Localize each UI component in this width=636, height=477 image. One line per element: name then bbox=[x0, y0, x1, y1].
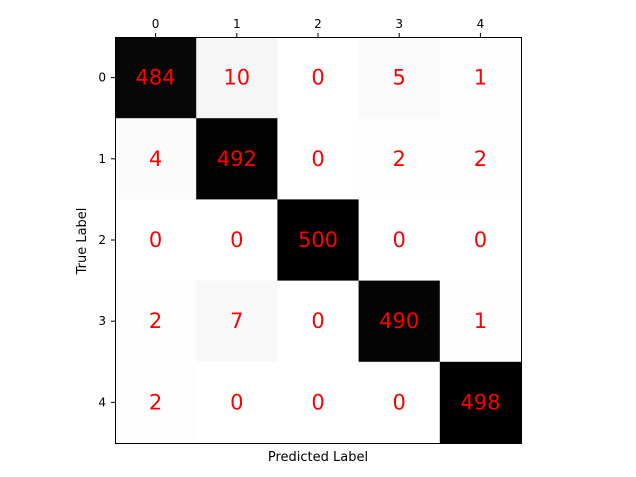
heatmap-cell-4-0 bbox=[115, 361, 197, 444]
cell-value-3-1: 7 bbox=[230, 309, 243, 333]
x-axis-label: Predicted Label bbox=[268, 450, 368, 465]
heatmap-cell-3-4 bbox=[439, 280, 522, 363]
x-ticks: 0 1 2 3 4 bbox=[152, 17, 484, 37]
y-tick-label-3: 3 bbox=[98, 314, 106, 328]
heatmap-cells bbox=[115, 37, 522, 444]
y-tick-label-4: 4 bbox=[98, 395, 106, 409]
cell-value-4-4: 498 bbox=[460, 390, 500, 414]
heatmap-cell-2-3 bbox=[358, 199, 441, 282]
heatmap-cell-4-3 bbox=[358, 361, 441, 444]
heatmap-cell-1-4 bbox=[439, 118, 522, 200]
heatmap-cell-1-2 bbox=[277, 118, 360, 200]
heatmap-cell-4-2 bbox=[277, 361, 360, 444]
heatmap-cell-2-1 bbox=[196, 199, 278, 282]
cell-value-3-2: 0 bbox=[311, 309, 324, 333]
heatmap-cell-1-0 bbox=[115, 118, 197, 200]
cell-value-4-3: 0 bbox=[393, 390, 406, 414]
x-tick-label-4: 4 bbox=[477, 17, 485, 31]
heatmap-cell-4-4 bbox=[439, 361, 522, 444]
heatmap-cell-3-1 bbox=[196, 280, 278, 363]
plot-frame bbox=[115, 37, 522, 444]
heatmap-cell-4-1 bbox=[196, 361, 278, 444]
x-tick-label-3: 3 bbox=[395, 17, 403, 31]
heatmap-cell-0-3 bbox=[358, 37, 441, 119]
cell-value-4-0: 2 bbox=[149, 390, 162, 414]
heatmap-cell-0-4 bbox=[439, 37, 522, 119]
heatmap-cell-0-0 bbox=[115, 37, 197, 119]
x-tick-label-1: 1 bbox=[233, 17, 241, 31]
heatmap-cell-3-2 bbox=[277, 280, 360, 363]
cell-value-0-1: 10 bbox=[223, 66, 250, 90]
heatmap-cell-3-0 bbox=[115, 280, 197, 363]
cell-value-2-3: 0 bbox=[393, 228, 406, 252]
heatmap-cell-0-2 bbox=[277, 37, 360, 119]
cell-values: 484 10 0 5 1 4 492 0 2 2 0 0 500 0 0 2 7 0 490 1 2 0 0 0 498 bbox=[136, 66, 501, 415]
cell-value-2-2: 500 bbox=[298, 228, 338, 252]
y-tick-label-0: 0 bbox=[98, 71, 106, 85]
x-tick-label-2: 2 bbox=[314, 17, 322, 31]
cell-value-3-4: 1 bbox=[474, 309, 487, 333]
cell-value-4-2: 0 bbox=[311, 390, 324, 414]
y-axis-label: True Label bbox=[75, 208, 90, 276]
cell-value-1-2: 0 bbox=[311, 147, 324, 171]
heatmap-cell-2-4 bbox=[439, 199, 522, 282]
y-ticks: 0 1 2 3 4 bbox=[98, 71, 115, 409]
x-tick-label-0: 0 bbox=[152, 17, 160, 31]
cell-value-1-0: 4 bbox=[149, 147, 162, 171]
heatmap-cell-1-1 bbox=[196, 118, 278, 200]
y-tick-label-2: 2 bbox=[98, 233, 106, 247]
heatmap-cell-1-3 bbox=[358, 118, 441, 200]
cell-value-1-4: 2 bbox=[474, 147, 487, 171]
heatmap-cell-2-0 bbox=[115, 199, 197, 282]
cell-value-0-2: 0 bbox=[311, 66, 324, 90]
cell-value-3-0: 2 bbox=[149, 309, 162, 333]
cell-value-0-3: 5 bbox=[393, 66, 406, 90]
cell-value-2-1: 0 bbox=[230, 228, 243, 252]
heatmap-cell-2-2 bbox=[277, 199, 360, 282]
cell-value-2-4: 0 bbox=[474, 228, 487, 252]
cell-value-0-0: 484 bbox=[136, 66, 176, 90]
heatmap-cell-3-3 bbox=[358, 280, 441, 363]
cell-value-1-3: 2 bbox=[393, 147, 406, 171]
cell-value-1-1: 492 bbox=[217, 147, 257, 171]
cell-value-0-4: 1 bbox=[474, 66, 487, 90]
cell-value-3-3: 490 bbox=[379, 309, 419, 333]
heatmap-cell-0-1 bbox=[196, 37, 278, 119]
y-tick-label-1: 1 bbox=[98, 152, 106, 166]
cell-value-2-0: 0 bbox=[149, 228, 162, 252]
cell-value-4-1: 0 bbox=[230, 390, 243, 414]
